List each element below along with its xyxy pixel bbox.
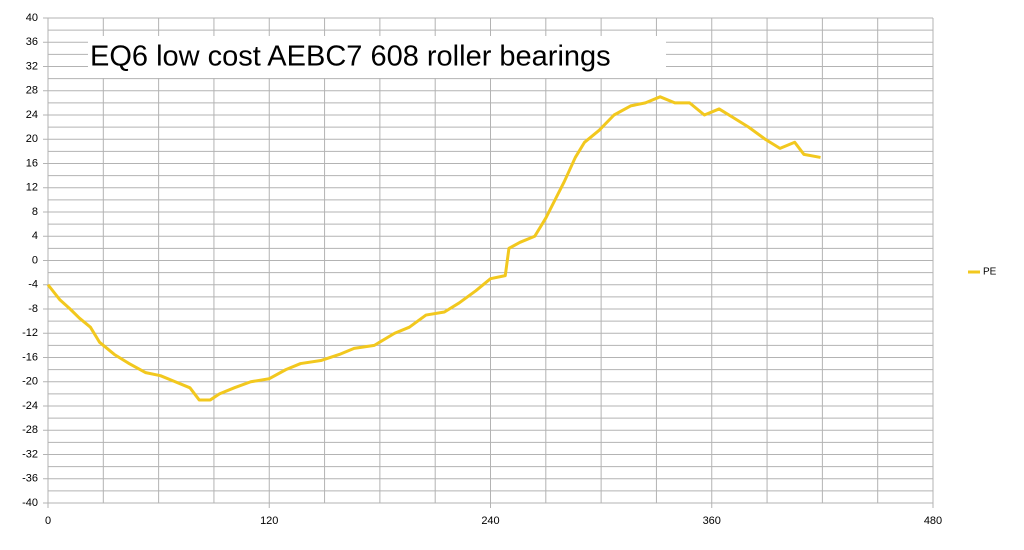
y-tick-label: -8 [28,303,38,315]
y-tick-label: 12 [26,182,38,194]
y-tick-label: -12 [22,327,38,339]
y-tick-label: -4 [28,279,38,291]
y-tick-label: -32 [22,448,38,460]
y-tick-label: 0 [32,254,38,266]
y-tick-label: 28 [26,85,38,97]
y-tick-label: 40 [26,12,38,24]
title-box [88,36,666,78]
y-tick-label: 8 [32,206,38,218]
legend-label: PE [983,267,997,278]
y-tick-label: 24 [26,109,38,121]
y-tick-label: -36 [22,473,38,485]
y-tick-label: 32 [26,60,38,72]
y-tick-label: 16 [26,157,38,169]
x-tick-label: 360 [703,515,721,527]
y-tick-label: -40 [22,497,38,509]
y-tick-label: 36 [26,36,38,48]
y-tick-label: -16 [22,351,38,363]
x-tick-label: 240 [481,515,499,527]
x-tick-label: 120 [260,515,278,527]
chart-title: EQ6 low cost AEBC7 608 roller bearings [90,41,611,73]
y-tick-label: -20 [22,376,38,388]
y-tick-label: -28 [22,424,38,436]
x-tick-label: 0 [45,515,51,527]
y-tick-label: 4 [32,230,38,242]
y-tick-label: -24 [22,400,38,412]
y-tick-label: 20 [26,133,38,145]
x-tick-label: 480 [924,515,942,527]
data-line [46,95,821,402]
